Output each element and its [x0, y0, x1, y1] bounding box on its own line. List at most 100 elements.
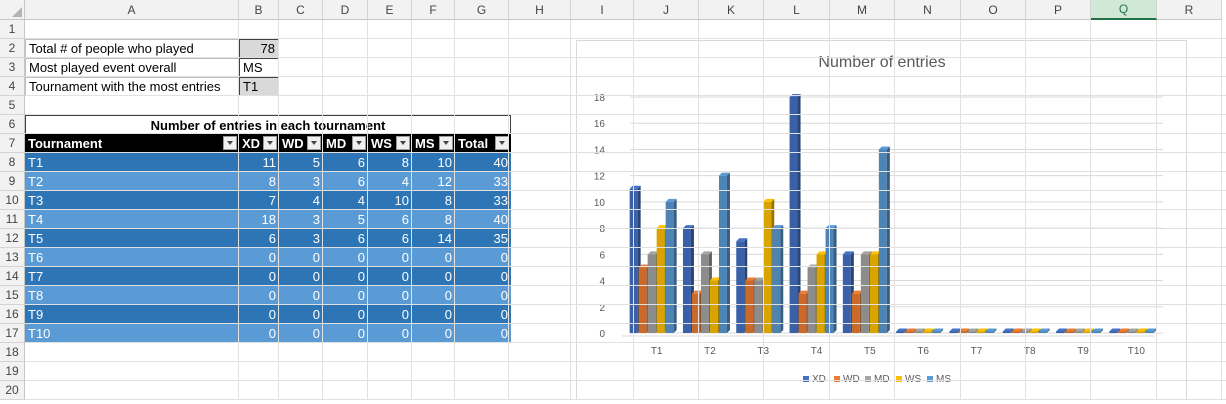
entry-count-cell[interactable]: 0 — [444, 326, 452, 341]
entry-count-cell[interactable]: 0 — [357, 250, 365, 265]
filter-dropdown-icon[interactable] — [396, 136, 410, 150]
entry-count-cell[interactable]: 6 — [357, 231, 365, 246]
column-header-m[interactable]: M — [830, 0, 895, 20]
row-header-1[interactable]: 1 — [0, 20, 25, 39]
row-header-12[interactable]: 12 — [0, 229, 25, 248]
row-header-8[interactable]: 8 — [0, 153, 25, 172]
event-value[interactable]: MS — [239, 58, 279, 77]
filter-dropdown-icon[interactable] — [352, 136, 366, 150]
entry-count-cell[interactable]: 8 — [444, 212, 452, 227]
entry-count-cell[interactable]: 0 — [357, 269, 365, 284]
column-header-a[interactable]: A — [25, 0, 239, 20]
entry-count-cell[interactable]: 0 — [312, 307, 320, 322]
entry-count-cell[interactable]: 0 — [444, 269, 452, 284]
entry-count-cell[interactable]: 0 — [268, 269, 276, 284]
entry-count-cell[interactable]: 6 — [357, 174, 365, 189]
column-header-h[interactable]: H — [509, 0, 571, 20]
entry-count-cell[interactable]: 4 — [401, 174, 409, 189]
entry-count-cell[interactable]: 0 — [401, 326, 409, 341]
table-row[interactable]: T4 18 3 5 6 8 40 — [25, 210, 511, 229]
row-header-6[interactable]: 6 — [0, 115, 25, 134]
entry-count-cell[interactable]: 0 — [444, 250, 452, 265]
table-title[interactable]: Number of entries in each tournament — [25, 115, 511, 134]
filter-dropdown-icon[interactable] — [495, 136, 509, 150]
entry-count-cell[interactable]: 0 — [500, 326, 508, 341]
column-header-i[interactable]: I — [571, 0, 634, 20]
column-header-j[interactable]: J — [634, 0, 699, 20]
column-header-l[interactable]: L — [764, 0, 830, 20]
entry-count-cell[interactable]: 0 — [268, 250, 276, 265]
entry-count-cell[interactable]: 18 — [261, 212, 276, 227]
entry-count-cell[interactable]: 5 — [357, 212, 365, 227]
row-header-15[interactable]: 15 — [0, 286, 25, 305]
tournament-cell[interactable]: T9 — [28, 307, 44, 322]
column-header-p[interactable]: P — [1026, 0, 1091, 20]
entry-count-cell[interactable]: 6 — [401, 231, 409, 246]
filter-dropdown-icon[interactable] — [307, 136, 321, 150]
row-header-20[interactable]: 20 — [0, 381, 25, 400]
column-header-b[interactable]: B — [239, 0, 279, 20]
entry-count-cell[interactable]: 8 — [401, 155, 409, 170]
entry-count-cell[interactable]: 10 — [437, 155, 452, 170]
entry-count-cell[interactable]: 33 — [493, 174, 508, 189]
row-header-9[interactable]: 9 — [0, 172, 25, 191]
event-label[interactable]: Most played event overall — [25, 58, 239, 77]
table-row[interactable]: T3 7 4 4 10 8 33 — [25, 191, 511, 210]
entry-count-cell[interactable]: 33 — [493, 193, 508, 208]
entry-count-cell[interactable]: 3 — [312, 231, 320, 246]
entry-count-cell[interactable]: 0 — [268, 288, 276, 303]
entry-count-cell[interactable]: 0 — [500, 307, 508, 322]
entry-count-cell[interactable]: 11 — [262, 155, 277, 170]
filter-dropdown-icon[interactable] — [439, 136, 453, 150]
entry-count-cell[interactable]: 40 — [493, 212, 508, 227]
tournament-label[interactable]: Tournament with the most entries — [25, 77, 239, 96]
entry-count-cell[interactable]: 0 — [268, 326, 276, 341]
row-header-5[interactable]: 5 — [0, 96, 25, 115]
entry-count-cell[interactable]: 0 — [357, 288, 365, 303]
entry-count-cell[interactable]: 5 — [312, 155, 320, 170]
entry-count-cell[interactable]: 4 — [357, 193, 365, 208]
row-header-7[interactable]: 7 — [0, 134, 25, 153]
table-header-ws[interactable]: WS — [368, 134, 412, 153]
entry-count-cell[interactable]: 6 — [401, 212, 409, 227]
row-header-17[interactable]: 17 — [0, 324, 25, 343]
entries-chart[interactable]: Number of entries024681012141618T1T2T3T4… — [576, 40, 1187, 400]
entry-count-cell[interactable]: 7 — [268, 193, 276, 208]
row-header-2[interactable]: 2 — [0, 39, 25, 58]
table-row[interactable]: T7 0 0 0 0 0 0 — [25, 267, 511, 286]
tournament-value[interactable]: T1 — [239, 77, 279, 96]
entry-count-cell[interactable]: 0 — [500, 250, 508, 265]
entry-count-cell[interactable]: 4 — [312, 193, 320, 208]
entry-count-cell[interactable]: 0 — [357, 326, 365, 341]
tournament-cell[interactable]: T1 — [28, 155, 44, 170]
row-header-14[interactable]: 14 — [0, 267, 25, 286]
tournament-cell[interactable]: T3 — [28, 193, 44, 208]
filter-dropdown-icon[interactable] — [263, 136, 277, 150]
row-header-11[interactable]: 11 — [0, 210, 25, 229]
column-header-e[interactable]: E — [368, 0, 412, 20]
entry-count-cell[interactable]: 6 — [268, 231, 276, 246]
table-header-xd[interactable]: XD — [239, 134, 279, 153]
entry-count-cell[interactable]: 40 — [493, 155, 508, 170]
column-header-g[interactable]: G — [455, 0, 509, 20]
entry-count-cell[interactable]: 0 — [444, 307, 452, 322]
column-header-d[interactable]: D — [323, 0, 368, 20]
entry-count-cell[interactable]: 0 — [401, 288, 409, 303]
row-header-16[interactable]: 16 — [0, 305, 25, 324]
entry-count-cell[interactable]: 35 — [493, 231, 508, 246]
tournament-cell[interactable]: T7 — [28, 269, 44, 284]
table-row[interactable]: T8 0 0 0 0 0 0 — [25, 286, 511, 305]
column-header-f[interactable]: F — [412, 0, 455, 20]
table-header-md[interactable]: MD — [323, 134, 368, 153]
table-row[interactable]: T6 0 0 0 0 0 0 — [25, 248, 511, 267]
entry-count-cell[interactable]: 0 — [401, 307, 409, 322]
table-header-ms[interactable]: MS — [412, 134, 455, 153]
column-header-r[interactable]: R — [1157, 0, 1222, 20]
entry-count-cell[interactable]: 0 — [312, 269, 320, 284]
entry-count-cell[interactable]: 14 — [437, 231, 452, 246]
entry-count-cell[interactable]: 0 — [500, 288, 508, 303]
table-header-total[interactable]: Total — [455, 134, 511, 153]
tournament-cell[interactable]: T5 — [28, 231, 44, 246]
row-header-3[interactable]: 3 — [0, 58, 25, 77]
